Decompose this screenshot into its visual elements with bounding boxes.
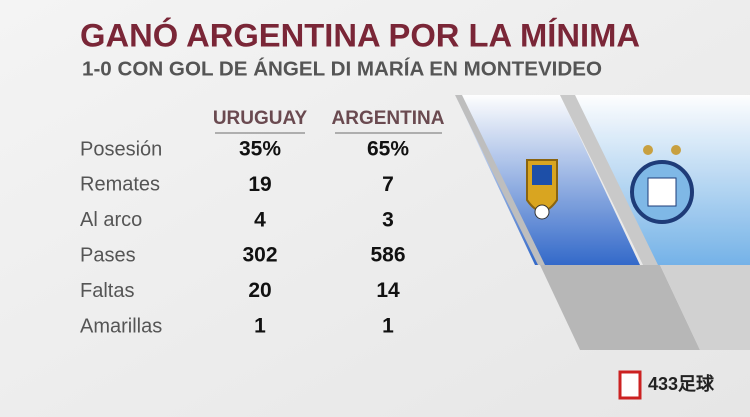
column-header: ARGENTINA [332,108,445,129]
cell-value: 302 [242,244,277,267]
row-label: Pases [80,244,136,266]
row-label: Posesión [80,138,162,160]
cell-value: 7 [382,173,394,196]
cell-value: 3 [382,208,394,231]
watermark-text: 433足球 [648,374,715,394]
cell-value: 14 [376,279,400,302]
row-label: Faltas [80,280,134,302]
uruguay-crest [526,159,558,220]
title: GANÓ ARGENTINA POR LA MÍNIMA [80,17,640,53]
watermark: 433足球 [618,370,715,400]
cell-value: 35% [239,138,281,161]
row-label: Remates [80,174,160,196]
argentina-crest [630,145,694,224]
cell-value: 586 [370,244,405,267]
cell-value: 19 [248,173,271,196]
cell-value: 4 [254,208,266,231]
subtitle: 1-0 CON GOL DE ÁNGEL DI MARÍA EN MONTEVI… [82,57,602,80]
cell-value: 65% [367,138,409,161]
column-header: URUGUAY [213,108,308,129]
row-label: Amarillas [80,315,162,337]
cell-value: 1 [254,315,266,338]
row-label: Al arco [80,209,142,231]
stats-table: URUGUAY ARGENTINA Posesión 35% 65% Remates 19 7… [80,108,445,338]
cell-value: 1 [382,315,394,338]
cell-value: 20 [248,279,271,302]
